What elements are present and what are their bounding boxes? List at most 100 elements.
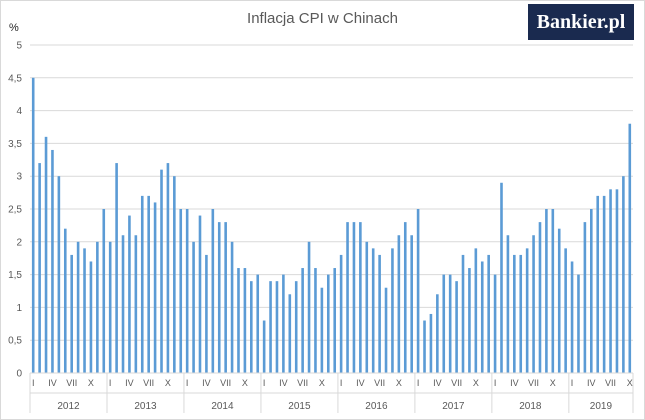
x-tick-label: VII: [374, 378, 385, 388]
x-tick-label: IV: [48, 378, 57, 388]
x-tick-label: I: [340, 378, 343, 388]
x-tick-label: IV: [433, 378, 442, 388]
x-tick-label: IV: [202, 378, 211, 388]
bar: [205, 254, 208, 373]
x-tick-label: IV: [356, 378, 365, 388]
bar: [76, 241, 80, 373]
x-tick-label: IV: [587, 378, 596, 388]
bar: [96, 241, 99, 373]
bar: [577, 274, 580, 373]
bar: [166, 163, 170, 373]
bar: [38, 163, 41, 373]
bar: [461, 254, 465, 373]
bar: [615, 189, 619, 373]
bar: [493, 274, 497, 373]
bar: [173, 176, 176, 373]
x-tick-label: IV: [510, 378, 519, 388]
bar: [63, 228, 67, 373]
bar: [333, 268, 337, 373]
bar: [121, 235, 125, 373]
bar: [230, 241, 234, 373]
y-tick-label: 5: [16, 41, 22, 52]
bar: [609, 189, 612, 373]
bar: [102, 209, 106, 373]
x-tick-label: I: [109, 378, 112, 388]
y-tick-label: 0: [16, 369, 22, 380]
x-tick-label: VII: [143, 378, 154, 388]
y-tick-label: 4: [16, 106, 22, 117]
bankier-logo: Bankier.pl: [528, 4, 634, 40]
bar: [532, 235, 535, 373]
gridlines: [30, 44, 633, 341]
y-tick-label: 1: [16, 303, 22, 314]
x-tick-label: X: [473, 378, 479, 388]
bar: [250, 281, 253, 373]
bar: [423, 320, 426, 373]
bar: [108, 241, 112, 373]
bar: [31, 77, 35, 374]
x-tick-label: X: [165, 378, 171, 388]
bar: [147, 195, 150, 373]
bar: [89, 261, 93, 373]
bar: [262, 320, 266, 373]
year-label: 2019: [590, 401, 613, 412]
bar: [294, 281, 298, 373]
bar: [557, 228, 561, 373]
bar: [365, 241, 369, 373]
x-tick-label: I: [417, 378, 420, 388]
x-tick-label: I: [571, 378, 574, 388]
bar: [397, 235, 401, 373]
bar: [583, 222, 587, 373]
bar: [153, 202, 157, 373]
bar: [448, 274, 452, 373]
bar: [602, 195, 606, 373]
bar: [468, 268, 471, 373]
bar: [506, 235, 510, 373]
bar: [429, 313, 433, 373]
bar: [237, 268, 240, 373]
x-tick-label: I: [494, 378, 497, 388]
x-tick-label: X: [242, 378, 248, 388]
y-tick-labels: 0 0,5 1 1,5 2 2,5 3 3,5 4 4,5 5: [8, 41, 22, 380]
bar: [115, 163, 118, 373]
y-tick-label: 2: [16, 237, 22, 248]
bar: [83, 248, 86, 373]
bar: [51, 149, 54, 373]
year-label: 2014: [211, 401, 234, 412]
year-label: 2017: [442, 401, 465, 412]
bar: [442, 274, 446, 373]
x-tick-label: I: [186, 378, 189, 388]
bar: [301, 268, 304, 373]
bar: [564, 248, 567, 373]
bar: [217, 222, 221, 373]
bar: [371, 248, 375, 373]
bar: [403, 222, 407, 373]
bar: [192, 241, 195, 373]
bar: [384, 287, 388, 373]
bar: [70, 254, 73, 373]
bar: [243, 268, 247, 373]
chart-title: Inflacja CPI w Chinach: [247, 10, 398, 27]
bars: [31, 77, 632, 374]
y-tick-label: 0,5: [8, 336, 22, 347]
y-tick-label: 2,5: [8, 205, 22, 216]
bar: [128, 215, 131, 373]
bar: [275, 281, 279, 373]
x-tick-label: X: [550, 378, 556, 388]
x-tick-label: X: [396, 378, 402, 388]
bar: [314, 268, 317, 373]
bar: [480, 261, 484, 373]
bar: [346, 222, 349, 373]
bar: [320, 287, 324, 373]
bar: [352, 222, 356, 373]
bar: [359, 222, 362, 373]
bar: [474, 248, 478, 373]
bar: [500, 182, 503, 373]
bar: [487, 254, 490, 373]
bar: [416, 209, 420, 373]
bar: [160, 169, 163, 373]
x-tick-label: VII: [220, 378, 231, 388]
bar: [410, 235, 413, 373]
bar: [525, 248, 529, 373]
x-tick-label: VII: [451, 378, 462, 388]
